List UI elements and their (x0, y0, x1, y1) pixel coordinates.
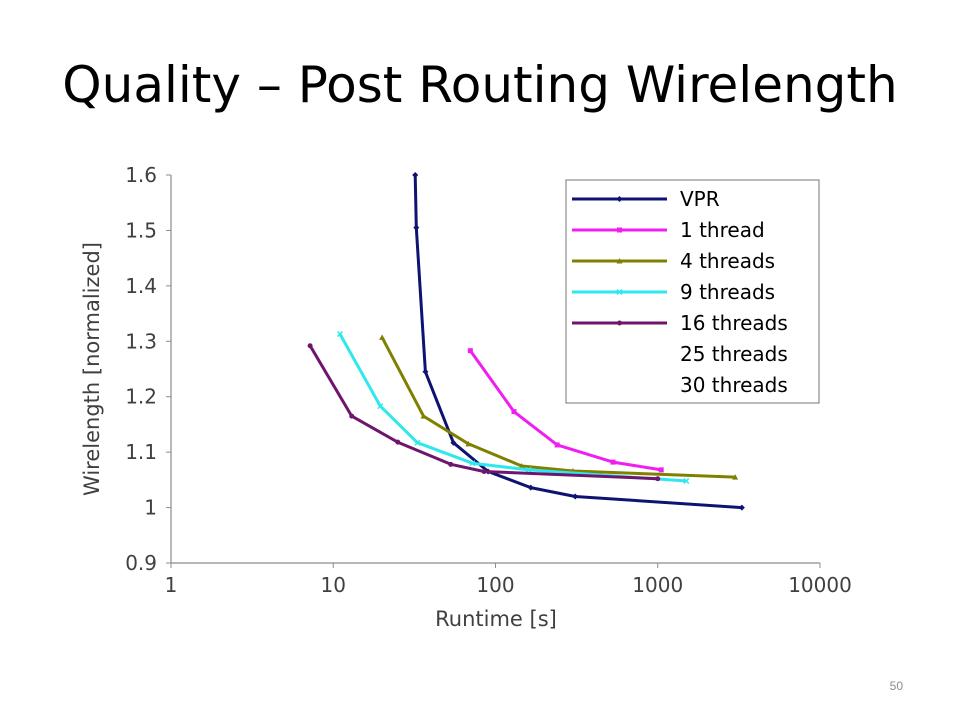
legend-label: 1 thread (680, 218, 765, 242)
legend-label: VPR (680, 187, 720, 211)
data-point (414, 439, 421, 446)
y-tick-label: 0.9 (125, 551, 157, 575)
x-tick-label: 10000 (788, 573, 852, 597)
data-point (511, 409, 517, 415)
data-point (683, 477, 690, 484)
data-point (395, 439, 401, 445)
legend-marker (616, 288, 623, 296)
legend-label: 25 threads (680, 342, 788, 366)
data-point (655, 476, 661, 482)
data-point (527, 484, 534, 491)
chart-legend: VPR 1 thread 4 threads 9 threads 16 threads 2… (565, 179, 820, 404)
data-point (420, 413, 427, 419)
data-point (481, 469, 487, 475)
series-line (380, 336, 736, 479)
data-point (450, 439, 457, 446)
data-point (738, 504, 745, 511)
data-point (307, 343, 313, 349)
x-tick-label: 1 (165, 573, 178, 597)
data-point (379, 334, 386, 340)
y-tick-label: 1.3 (125, 329, 157, 353)
series-line (413, 174, 742, 510)
data-point (469, 460, 476, 467)
chart-axes: 0.9 1 1.1 1.2 1.3 1.4 1.5 1.6 1 10 100 1000 10000 (125, 163, 852, 597)
data-point (467, 348, 473, 354)
data-point (413, 224, 420, 231)
x-tick-label: 1000 (632, 573, 683, 597)
slide-number: 50 (889, 679, 903, 693)
series-line (308, 344, 658, 481)
data-point (412, 172, 419, 178)
legend-marker (617, 320, 622, 326)
data-point (465, 440, 472, 447)
y-tick-label: 1 (144, 496, 157, 520)
y-tick-label: 1.6 (125, 163, 157, 187)
chart-series (307, 172, 745, 511)
legend-marker (616, 258, 623, 264)
data-point (422, 368, 429, 375)
legend-label: 16 threads (680, 311, 788, 335)
data-point (658, 467, 664, 473)
data-point (518, 463, 525, 469)
data-point (336, 331, 343, 338)
series-4 (336, 331, 690, 484)
y-tick-label: 1.4 (125, 274, 157, 298)
y-tick-label: 1.1 (125, 440, 157, 464)
legend-marker (616, 196, 623, 202)
series-1 (412, 172, 745, 511)
data-point (610, 459, 616, 465)
series-5 (307, 343, 661, 482)
data-point (349, 413, 355, 419)
data-point (732, 474, 739, 480)
y-tick-label: 1.2 (125, 385, 157, 409)
data-point (377, 403, 384, 410)
series-line (338, 333, 687, 483)
legend-label: 30 threads (680, 373, 788, 397)
data-point (554, 442, 560, 448)
data-point (572, 493, 579, 500)
legend-label: 4 threads (680, 249, 775, 273)
data-point (525, 466, 532, 473)
x-tick-label: 10 (321, 573, 346, 597)
series-2 (467, 348, 664, 473)
x-tick-label: 100 (476, 573, 514, 597)
y-axis-label: Wirelength [normalized] (80, 242, 104, 496)
legend-label: 9 threads (680, 280, 775, 304)
legend-marker (617, 227, 622, 233)
slide-title: Quality – Post Routing Wirelength (62, 56, 898, 114)
y-tick-label: 1.5 (125, 218, 157, 242)
x-axis-label: Runtime [s] (435, 607, 557, 631)
data-point (448, 461, 454, 467)
